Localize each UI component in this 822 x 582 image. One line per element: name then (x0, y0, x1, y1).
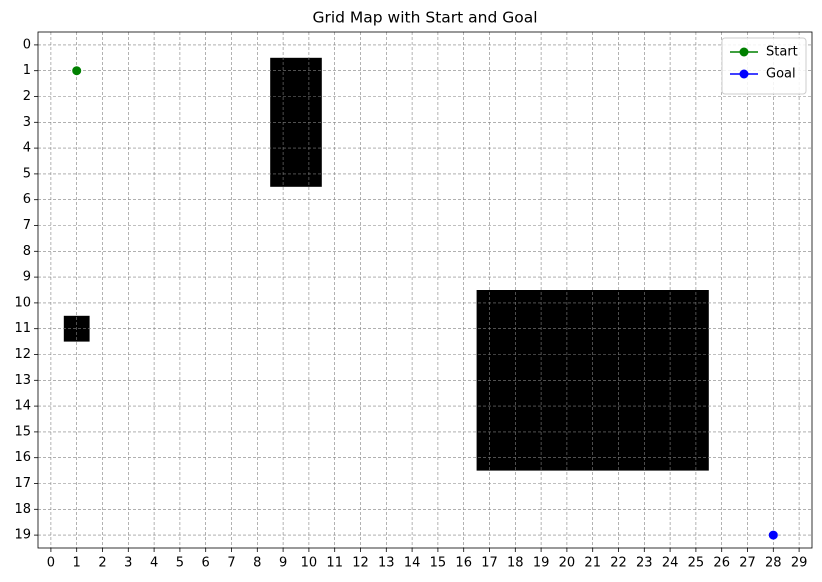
x-tick-label: 28 (765, 556, 782, 571)
y-tick-label: 16 (14, 450, 31, 465)
x-tick-label: 18 (507, 556, 524, 571)
x-tick-label: 6 (202, 556, 210, 571)
x-tick-label: 20 (559, 556, 576, 571)
y-tick-label: 17 (14, 476, 31, 491)
y-tick-label: 7 (23, 218, 31, 233)
x-tick-label: 2 (98, 556, 106, 571)
x-tick-label: 23 (636, 556, 653, 571)
x-tick-label: 12 (352, 556, 369, 571)
point (768, 530, 778, 540)
x-tick-label: 7 (227, 556, 235, 571)
x-tick-label: 3 (124, 556, 132, 571)
y-tick-label: 11 (14, 321, 31, 336)
x-tick-label: 24 (662, 556, 679, 571)
y-tick-label: 13 (14, 373, 31, 388)
y-tick-label: 6 (23, 192, 31, 207)
x-tick-label: 1 (73, 556, 81, 571)
y-tick-label: 2 (23, 89, 31, 104)
y-tick-label: 10 (14, 295, 31, 310)
x-tick-label: 14 (404, 556, 421, 571)
y-tick-label: 19 (14, 528, 31, 543)
x-tick-label: 15 (430, 556, 447, 571)
y-tick-label: 8 (23, 244, 31, 259)
point (72, 66, 82, 76)
legend: Start Goal (721, 37, 807, 95)
y-tick-label: 14 (14, 399, 31, 414)
y-tick-label: 18 (14, 502, 31, 517)
y-tick-label: 15 (14, 424, 31, 439)
y-tick-label: 0 (23, 37, 31, 52)
y-tick-label: 3 (23, 115, 31, 130)
x-tick-label: 0 (47, 556, 55, 571)
x-tick-label: 9 (279, 556, 287, 571)
x-tick-label: 11 (326, 556, 343, 571)
y-tick-label: 12 (14, 347, 31, 362)
x-tick-label: 4 (150, 556, 158, 571)
x-tick-label: 27 (739, 556, 756, 571)
x-tick-label: 10 (301, 556, 318, 571)
chart-title: Grid Map with Start and Goal (312, 9, 537, 27)
x-tick-label: 16 (455, 556, 472, 571)
x-tick-label: 17 (481, 556, 498, 571)
legend-label: Start (766, 45, 798, 60)
x-tick-label: 22 (610, 556, 627, 571)
x-tick-label: 8 (253, 556, 261, 571)
plot-frame (37, 31, 813, 549)
legend-marker (739, 47, 749, 57)
x-tick-label: 29 (791, 556, 808, 571)
x-tick-label: 25 (688, 556, 705, 571)
x-tick-label: 5 (176, 556, 184, 571)
legend-marker (739, 69, 749, 79)
x-tick-label: 19 (533, 556, 550, 571)
legend-label: Goal (766, 67, 796, 82)
y-tick-label: 9 (23, 270, 31, 285)
y-tick-label: 4 (23, 141, 31, 156)
y-tick-label: 5 (23, 166, 31, 181)
y-tick-label: 1 (23, 63, 31, 78)
x-tick-label: 13 (378, 556, 395, 571)
x-tick-label: 21 (584, 556, 601, 571)
x-tick-label: 26 (713, 556, 730, 571)
